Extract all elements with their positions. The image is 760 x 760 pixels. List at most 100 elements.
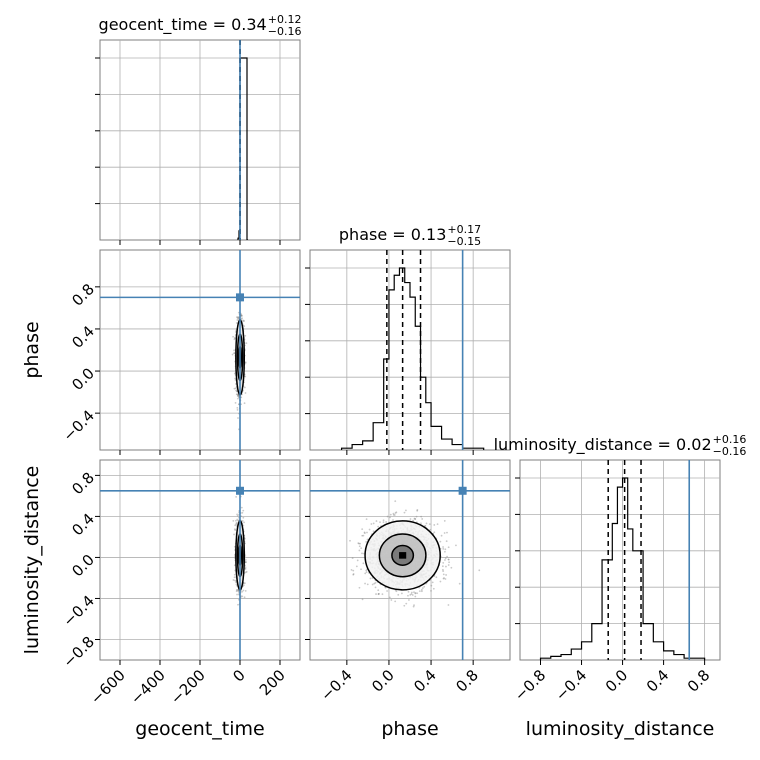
scatter-point [458,582,461,585]
scatter-point [240,313,243,316]
scatter-point [405,602,408,605]
scatter-point [234,401,237,404]
scatter-point [236,408,239,411]
scatter-point [244,561,247,564]
scatter-point [424,524,427,527]
scatter-point [365,541,368,543]
scatter-point [234,387,237,390]
scatter-point [240,314,243,317]
tick-label-y-phase: 0.4 [68,322,98,352]
histogram-geocent_time [237,57,248,240]
scatter-point [401,592,403,595]
scatter-point [407,594,409,597]
scatter-point [414,518,417,520]
scatter-point [445,540,448,543]
scatter-point [403,604,406,607]
scatter-point [237,589,240,592]
scatter-point [244,334,247,337]
scatter-point [233,352,236,354]
scatter-point [362,562,365,565]
scatter-point [237,394,239,397]
scatter-point [355,565,358,568]
scatter-point [244,362,247,364]
scatter-point [379,521,381,524]
scatter-point [416,509,419,511]
scatter-point [235,519,237,522]
scatter-point [385,521,388,523]
scatter-point [412,519,414,522]
scatter-point [445,574,447,576]
scatter-point [363,531,366,534]
scatter-point [233,387,236,390]
scatter-point [418,590,421,593]
scatter-point [366,538,369,541]
panel-content-hist-geocent_time [237,40,248,240]
scatter-point [431,581,434,584]
scatter-point [372,530,375,533]
scatter-point [409,518,412,520]
scatter-point [234,377,237,380]
scatter-point [416,592,419,595]
panel-content-luminosity_distance_vs_phase [310,460,510,660]
title-luminosity-distance-upper-error: +0.16 [713,433,747,446]
scatter-point [242,509,245,512]
panel-frame-hist-phase [309,249,511,451]
scatter-point [371,583,374,586]
scatter-point [382,519,385,522]
tick-label-x-geocent_time: −600 [87,666,129,708]
scatter-point [392,512,395,515]
density-peak [399,552,407,559]
scatter-point [233,533,235,536]
tick-label-x-geocent_time: 0 [229,666,248,685]
scatter-point [421,587,424,589]
scatter-point [442,577,445,580]
scatter-point [368,528,371,531]
histogram-phase [340,267,485,450]
scatter-point [236,521,238,524]
scatter-point [237,394,240,397]
scatter-point [365,571,368,574]
scatter-point [235,316,238,319]
scatter-point [363,532,366,535]
corner-titles: geocent_time = 0.34 +0.12 −0.16 phase = … [99,13,747,458]
scatter-point [361,528,364,531]
scatter-point [442,547,445,550]
scatter-point [478,569,481,572]
scatter-point [403,511,406,514]
tick-label-x-geocent_time: −200 [167,666,209,708]
scatter-point [413,591,415,594]
scatter-point [441,565,444,568]
scatter-point [377,592,380,595]
scatter-point [447,558,450,561]
scatter-point [242,516,245,519]
truth-marker-phase_vs_geocent_time [236,293,244,302]
scatter-point [414,592,417,595]
scatter-point [430,584,433,587]
scatter-point [425,522,428,525]
tick-label-y-luminosity_distance: 0.4 [68,510,98,540]
panel-frame-hist-luminosity_distance [519,459,721,661]
scatter-point [234,524,237,527]
scatter-point [236,513,239,516]
scatter-point [236,518,239,521]
scatter-point [352,573,355,576]
scatter-point [233,349,235,352]
scatter-point [411,594,414,596]
truth-marker-luminosity_distance_vs_geocent_time [236,486,244,495]
tick-label-x-luminosity_distance: 0.0 [602,666,632,696]
scatter-point [237,397,239,400]
scatter-point [240,315,243,317]
tick-label-y-luminosity_distance: 0.0 [68,551,98,581]
scatter-point [444,578,447,580]
scatter-point [388,596,391,599]
tick-label-x-luminosity_distance: −0.4 [552,666,590,704]
scatter-point [236,514,239,517]
scatter-point [234,579,236,582]
scatter-point [245,561,247,563]
scatter-point [447,604,450,606]
scatter-point [233,573,236,576]
scatter-point [444,559,446,561]
scatter-point [358,545,361,548]
scatter-point [414,592,417,594]
scatter-point [443,577,445,579]
